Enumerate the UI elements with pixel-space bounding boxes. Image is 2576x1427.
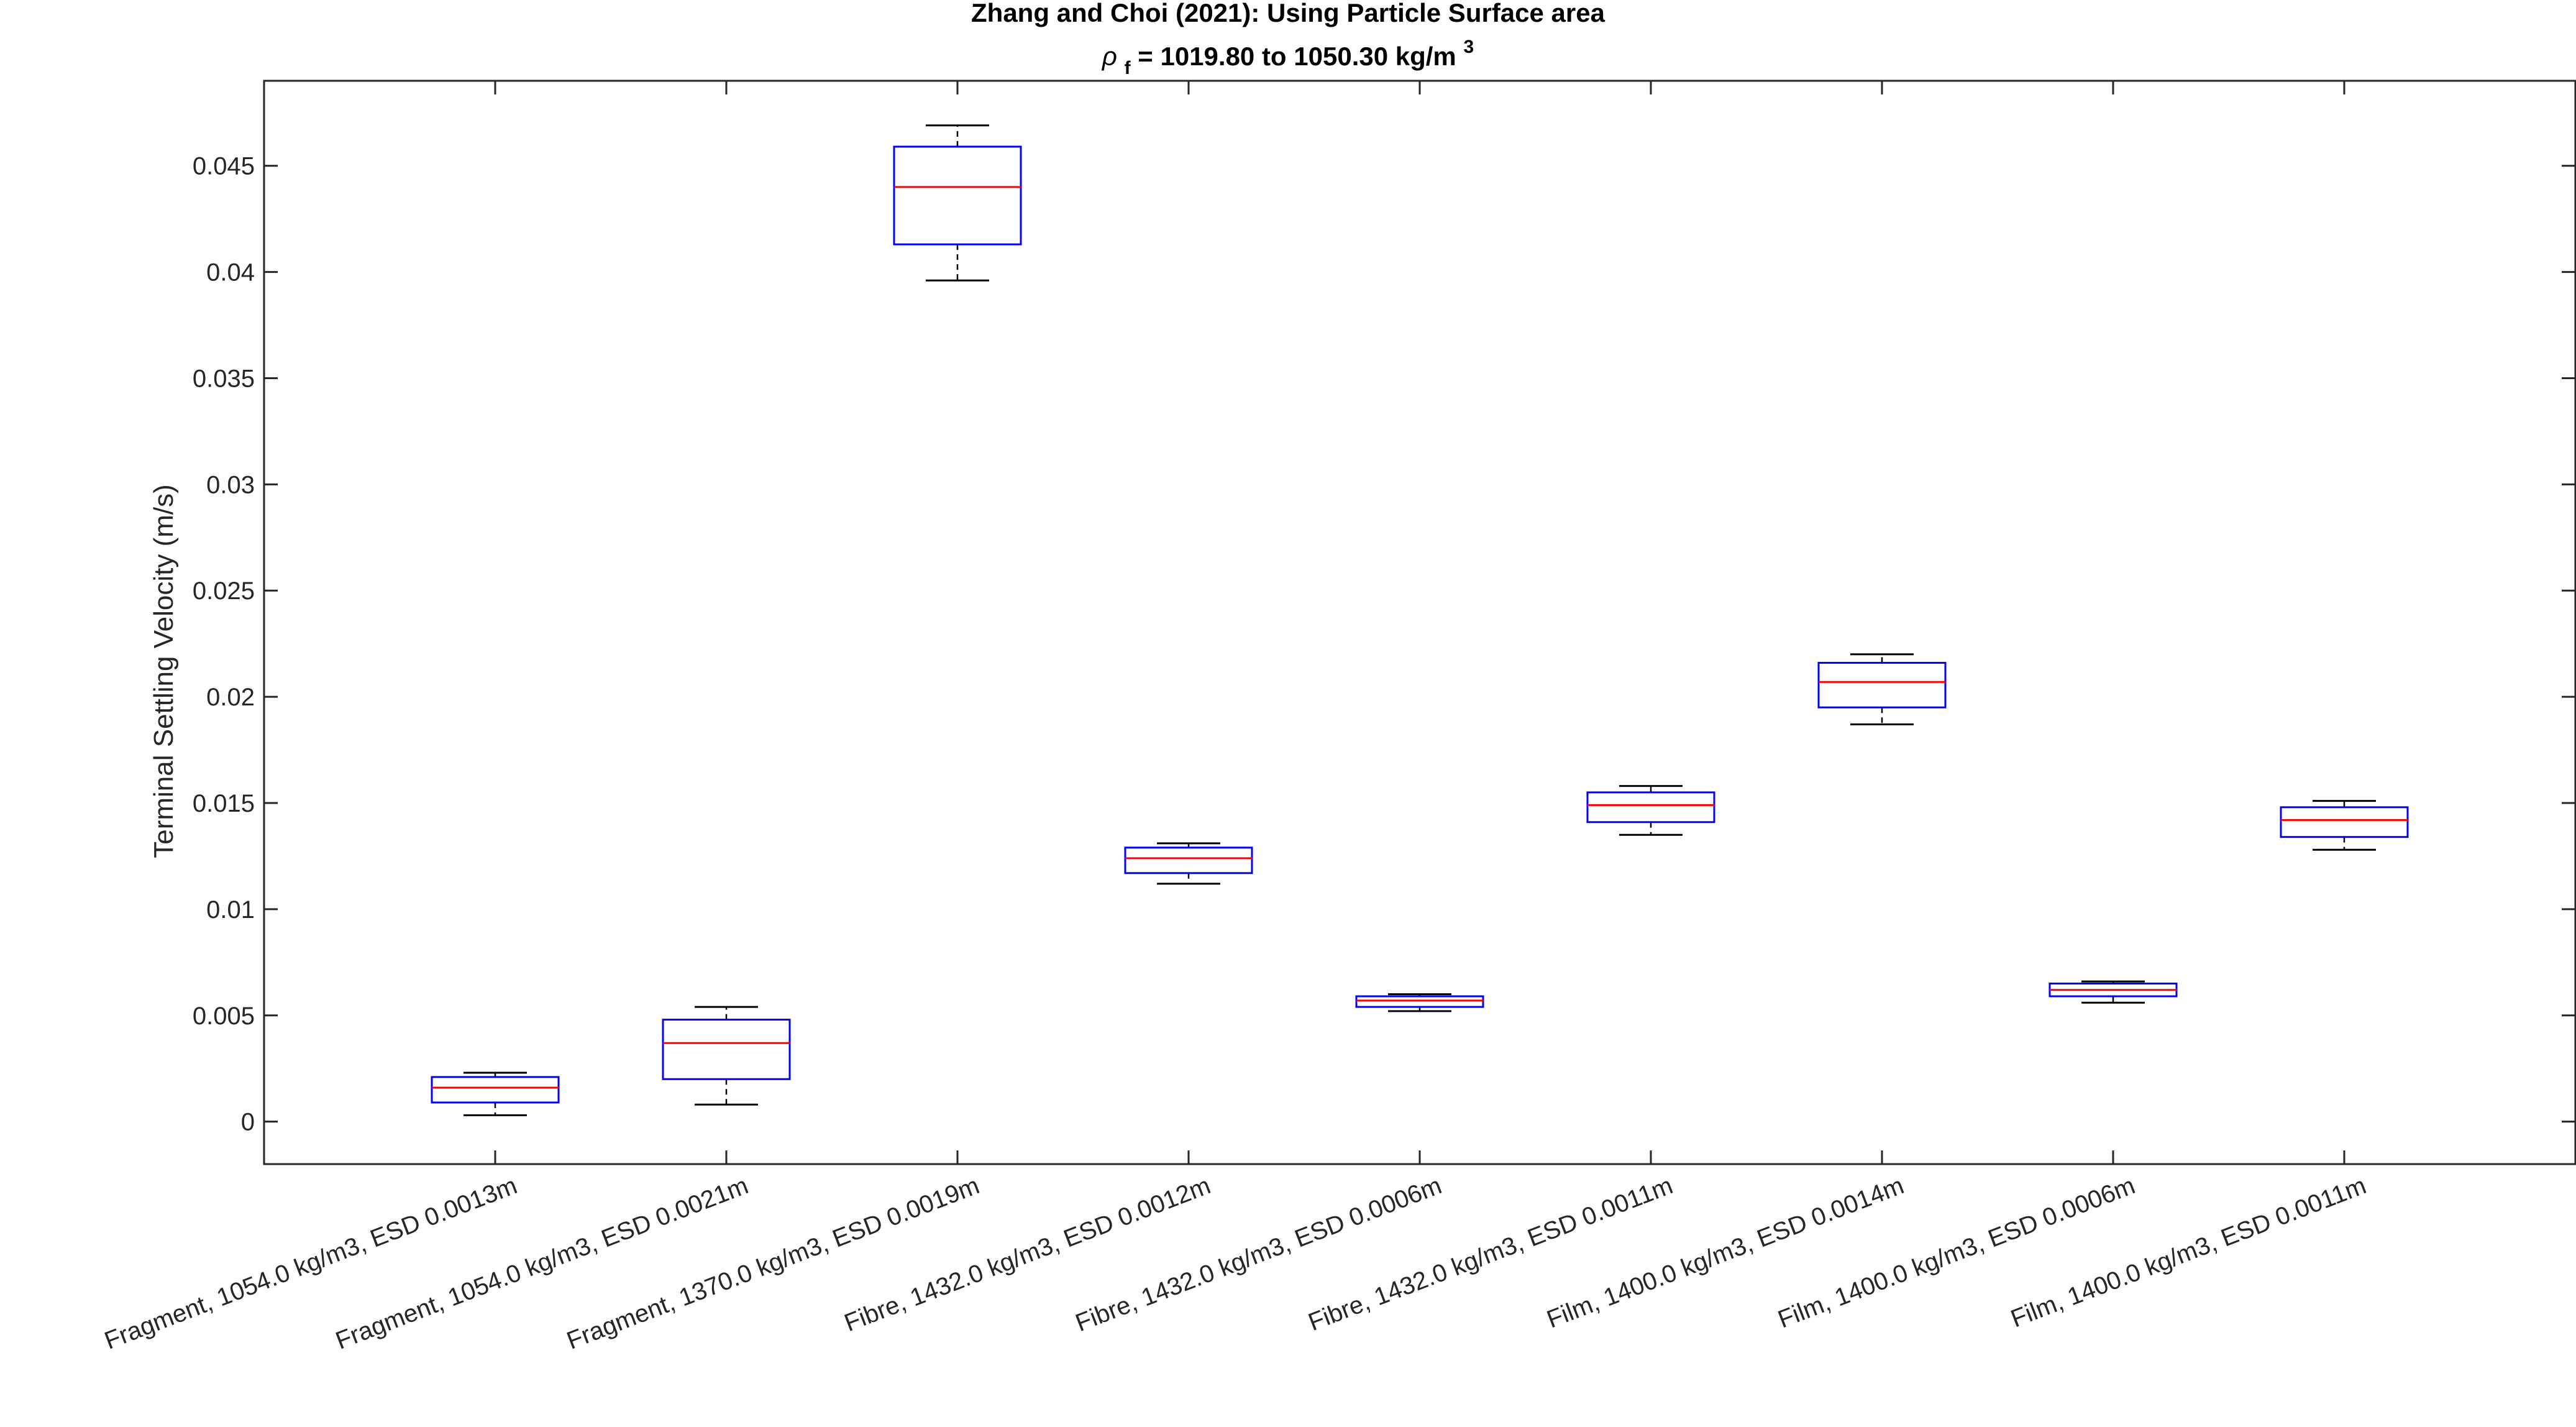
y-tick-label: 0.01 — [206, 896, 255, 924]
box-item — [1124, 842, 1253, 885]
y-tick-label: 0.02 — [206, 684, 255, 711]
y-tick-label: 0.03 — [206, 471, 255, 498]
chart-subtitle: ρ f = 1019.80 to 1050.30 kg/m 3 — [1101, 37, 1474, 80]
y-axis: 0 0.005 0.01 0.015 0.02 0.025 0.03 0.035 0.04 0.0… — [193, 153, 2575, 1136]
subtitle-rho-sub: f — [1125, 58, 1131, 78]
box-item — [893, 124, 1022, 282]
x-tick-label: Film, 1400.0 kg/m3, ESD 0.0006m — [1774, 1172, 2139, 1333]
x-tick-label: Fragment, 1054.0 kg/m3, ESD 0.0013m — [101, 1172, 521, 1354]
chart-title: Zhang and Choi (2021): Using Particle Su… — [971, 0, 1605, 27]
box-iqr — [1817, 661, 1947, 709]
y-tick-label: 0.025 — [193, 577, 255, 605]
y-tick-label: 0.04 — [206, 259, 255, 287]
y-tick-label: 0.045 — [193, 153, 255, 180]
box-item — [662, 1006, 791, 1106]
x-tick-label: Film, 1400.0 kg/m3, ESD 0.0014m — [1543, 1172, 1908, 1333]
x-tick-label: Fibre, 1432.0 kg/m3, ESD 0.0012m — [841, 1172, 1214, 1337]
box-item — [1586, 785, 1715, 836]
y-tick-label: 0.005 — [193, 1003, 255, 1030]
box-iqr — [1355, 995, 1484, 1008]
box-iqr — [1586, 791, 1715, 824]
y-axis-label: Terminal Settling Velocity (m/s) — [148, 484, 179, 858]
x-tick-label: Fibre, 1432.0 kg/m3, ESD 0.0006m — [1072, 1172, 1445, 1337]
box-iqr — [893, 145, 1022, 245]
box-iqr — [431, 1076, 560, 1104]
box-iqr — [2280, 806, 2409, 838]
x-tick-label: Fibre, 1432.0 kg/m3, ESD 0.0011m — [1305, 1172, 1676, 1336]
plot-area-frame — [263, 80, 2576, 1165]
box-iqr — [662, 1019, 791, 1080]
y-tick-label: 0 — [241, 1109, 255, 1136]
y-tick-label: 0.015 — [193, 790, 255, 817]
box-item — [2048, 980, 2178, 1004]
subtitle-text: = 1019.80 to 1050.30 kg/m — [1138, 42, 1456, 71]
box-item — [2280, 800, 2409, 851]
x-tick-label: Film, 1400.0 kg/m3, ESD 0.0011m — [2007, 1172, 2370, 1333]
box-item — [1817, 653, 1947, 726]
y-tick-label: 0.035 — [193, 365, 255, 392]
box-iqr — [1124, 847, 1253, 874]
box-series — [431, 124, 2409, 1116]
subtitle-rho: ρ — [1101, 42, 1117, 71]
x-tick-label: Fragment, 1054.0 kg/m3, ESD 0.0021m — [332, 1172, 752, 1354]
box-item — [431, 1071, 560, 1116]
box-item — [1355, 993, 1484, 1012]
subtitle-sup: 3 — [1463, 37, 1474, 57]
x-tick-label: Fragment, 1370.0 kg/m3, ESD 0.0019m — [563, 1172, 983, 1354]
